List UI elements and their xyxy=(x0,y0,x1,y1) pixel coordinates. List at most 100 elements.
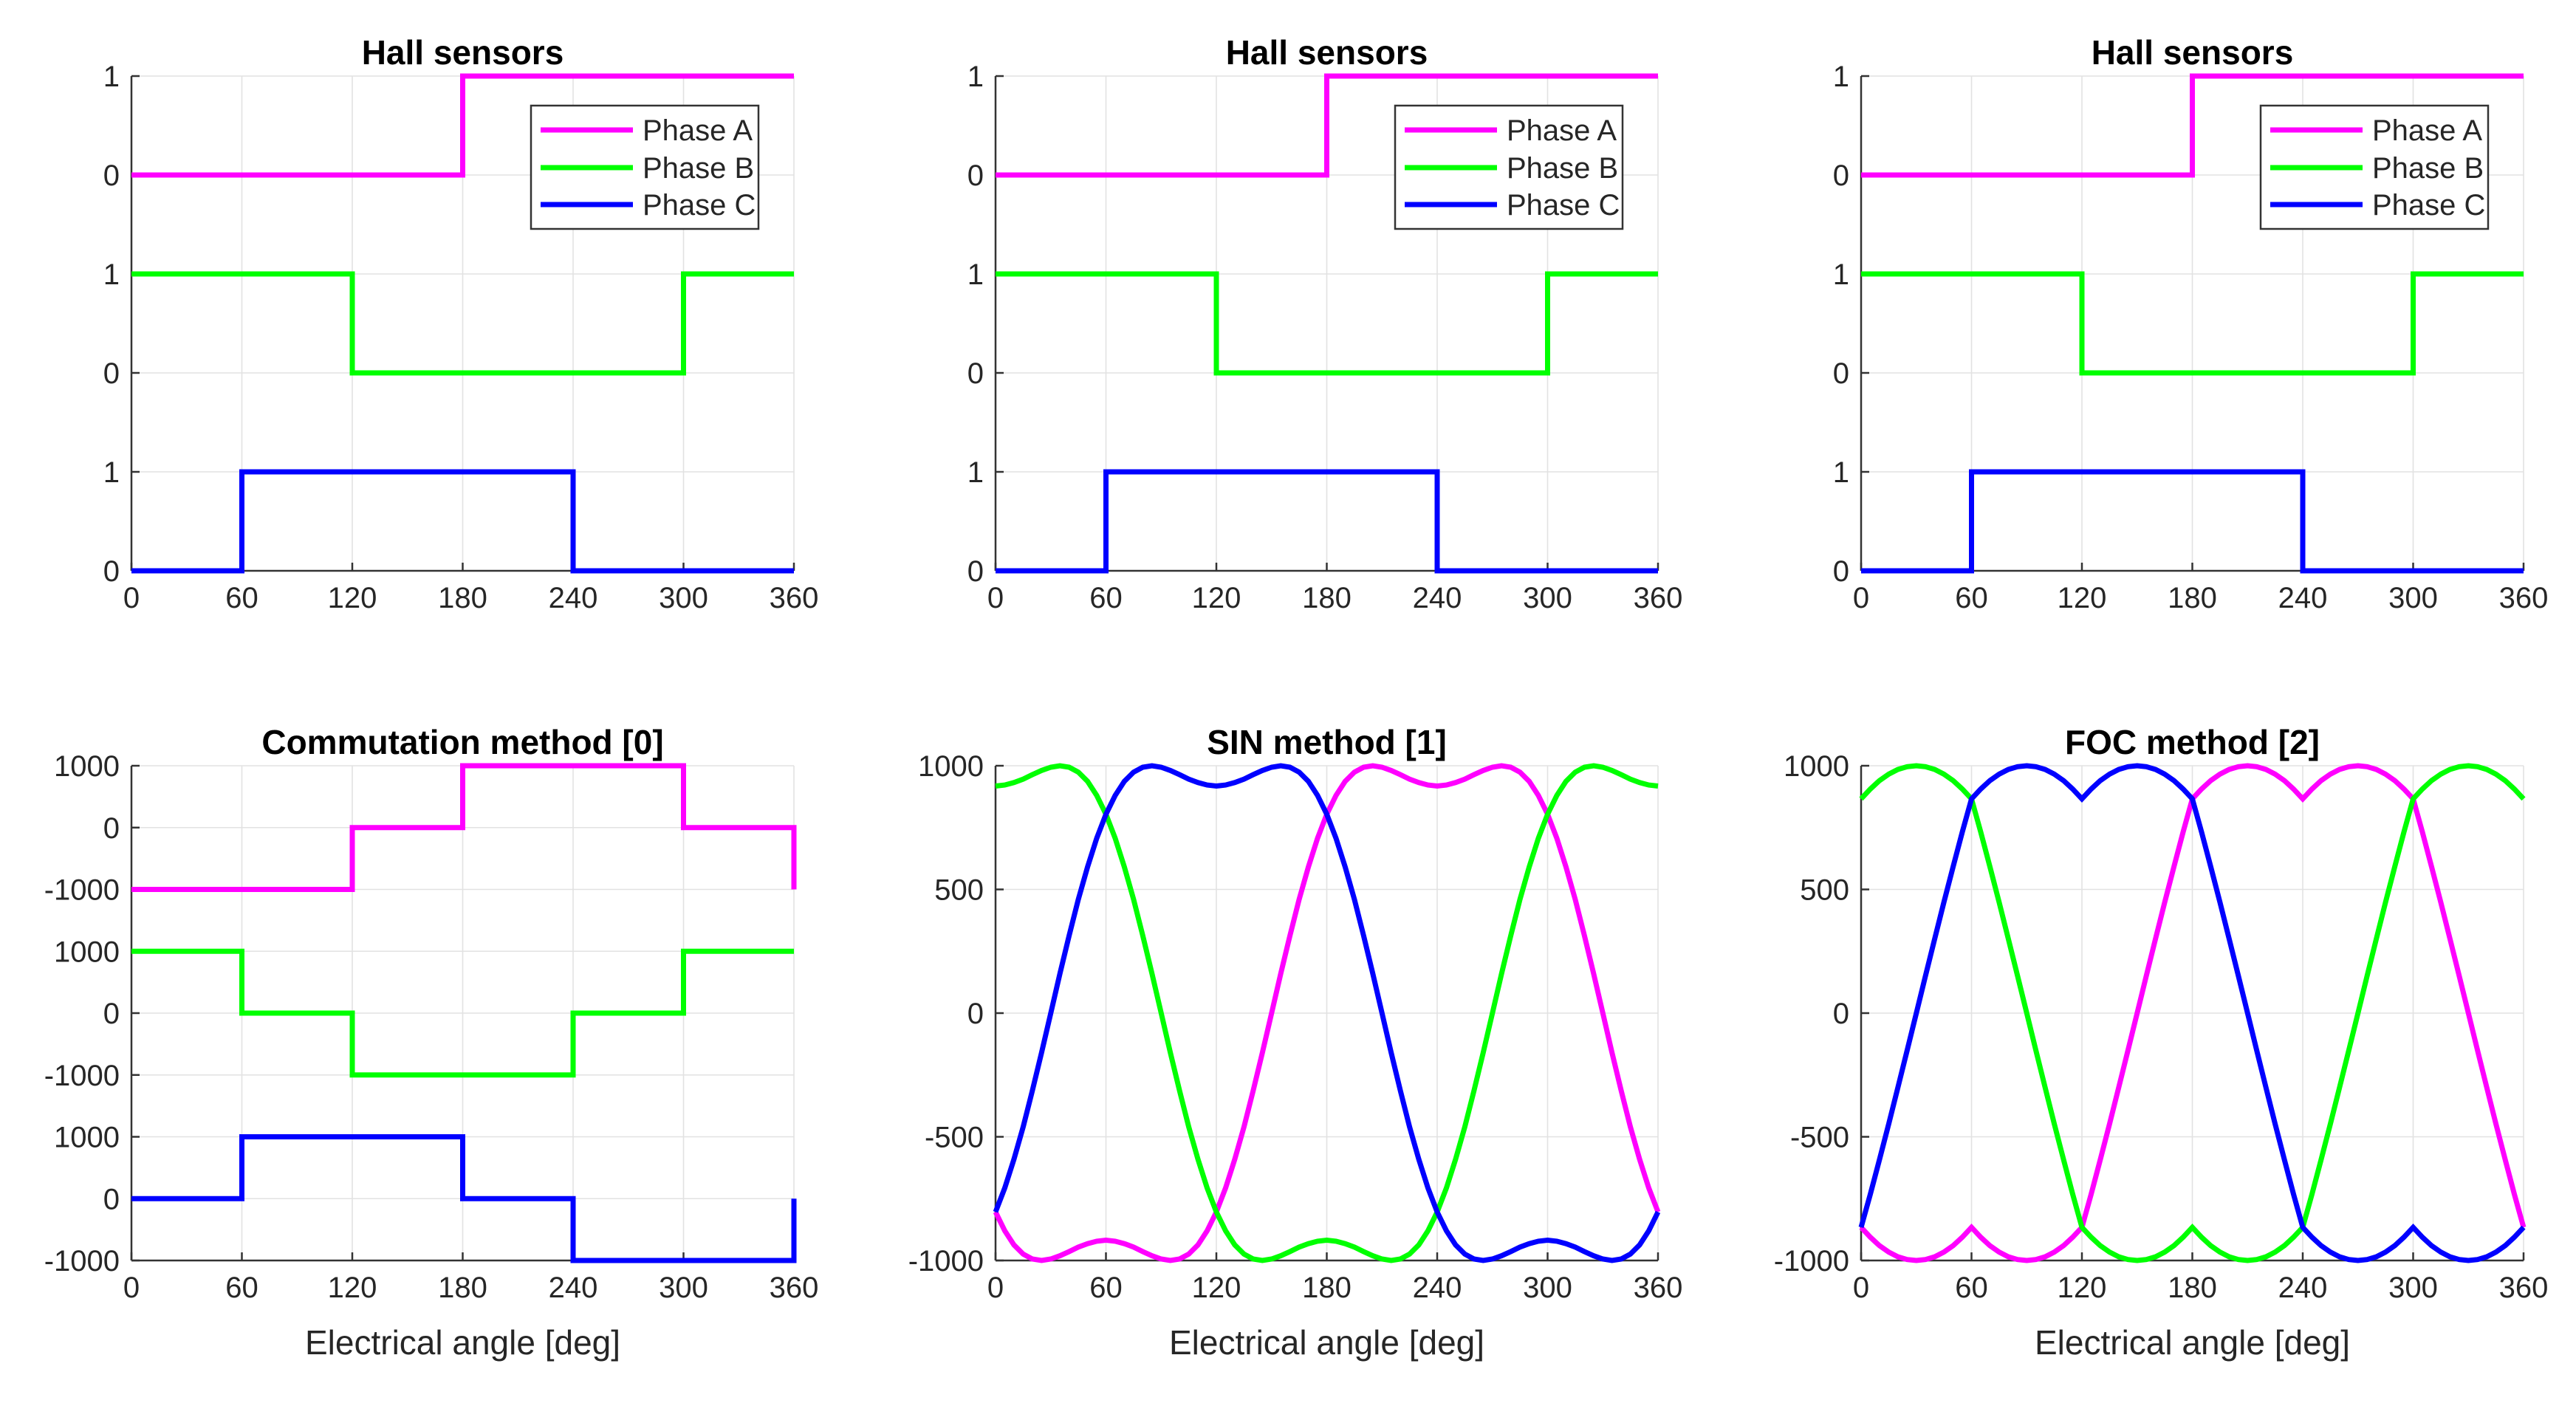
y-tick-label: -500 xyxy=(925,1122,984,1154)
hall-right-phase-c-line xyxy=(1861,469,2524,574)
x-tick-label: 240 xyxy=(1413,1272,1462,1304)
y-tick-label: 500 xyxy=(1800,874,1849,907)
commutation-phase-a-line xyxy=(131,763,797,892)
y-tick-label: 0 xyxy=(1833,555,1849,588)
legend-phase-c-label: Phase C xyxy=(1507,189,1620,222)
legend-phase-b-label: Phase B xyxy=(1507,152,1618,185)
y-tick-label: 500 xyxy=(934,874,984,907)
x-tick-label: 180 xyxy=(438,1272,487,1304)
y-tick-label: 1000 xyxy=(1784,750,1849,783)
legend-phase-c-label: Phase C xyxy=(2372,189,2485,222)
sin-phase-c-line xyxy=(993,763,1661,1263)
y-tick-label: 1 xyxy=(967,258,984,291)
y-tick-label: 0 xyxy=(103,555,120,588)
hall-left-title: Hall sensors xyxy=(362,33,564,72)
y-tick-label: 0 xyxy=(1833,357,1849,390)
x-tick-label: 60 xyxy=(1955,1272,1988,1304)
y-tick-label: 1000 xyxy=(54,936,120,968)
x-tick-label: 300 xyxy=(659,582,708,614)
subplot-foc: FOC method [2] 0 60 120 180 240 300 360 -1000 -50… xyxy=(1774,723,2549,1362)
y-tick-label: 0 xyxy=(103,357,120,390)
x-tick-label: 240 xyxy=(2278,582,2328,614)
y-tick-label: 1000 xyxy=(54,750,120,783)
x-tick-label: 300 xyxy=(1523,1272,1572,1304)
x-tick-label: 360 xyxy=(1634,1272,1683,1304)
y-tick-label: 1 xyxy=(1833,61,1849,93)
foc-title: FOC method [2] xyxy=(2065,723,2320,761)
x-tick-label: 120 xyxy=(1192,582,1241,614)
commutation-phase-c-line xyxy=(131,1134,797,1263)
y-tick-label: 0 xyxy=(103,812,120,845)
subplot-hall-right: Hall sensors 0 60 120 180 240 300 360 0 1 0 1 0 1 Phas… xyxy=(1833,33,2549,614)
x-tick-label: 60 xyxy=(225,582,258,614)
y-tick-label: -1000 xyxy=(44,1245,120,1277)
commutation-phase-b-line xyxy=(131,948,794,1078)
x-tick-label: 0 xyxy=(987,1272,1004,1304)
hall-left-legend: Phase A Phase B Phase C xyxy=(530,104,760,230)
y-tick-label: 0 xyxy=(967,159,984,192)
y-tick-label: 0 xyxy=(967,998,984,1030)
x-tick-label: 360 xyxy=(770,582,819,614)
hall-right-phase-a-line xyxy=(1861,73,2524,178)
subplot-hall-left: Hall sensors 0 60 120 180 240 300 360 0 1 0 1 0 1 Phas… xyxy=(103,33,819,614)
y-tick-label: 0 xyxy=(967,357,984,390)
x-tick-label: 60 xyxy=(1089,1272,1123,1304)
y-tick-label: 0 xyxy=(103,998,120,1030)
commutation-title: Commutation method [0] xyxy=(261,723,663,761)
y-tick-label: 0 xyxy=(1833,998,1849,1030)
x-tick-label: 0 xyxy=(123,582,140,614)
y-tick-label: 0 xyxy=(967,555,984,588)
hall-right-phase-b-line xyxy=(1861,271,2524,376)
x-tick-label: 360 xyxy=(2499,582,2549,614)
y-tick-label: 1 xyxy=(103,61,120,93)
x-tick-label: 120 xyxy=(328,1272,377,1304)
x-tick-label: 60 xyxy=(225,1272,258,1304)
x-tick-label: 180 xyxy=(1302,582,1352,614)
x-tick-label: 120 xyxy=(2058,582,2107,614)
y-tick-label: 0 xyxy=(103,159,120,192)
x-tick-label: 120 xyxy=(1192,1272,1241,1304)
y-tick-label: 0 xyxy=(1833,159,1849,192)
hall-right-title: Hall sensors xyxy=(2092,33,2294,72)
x-tick-label: 180 xyxy=(2168,582,2217,614)
y-tick-label: 1 xyxy=(1833,258,1849,291)
x-tick-label: 60 xyxy=(1089,582,1123,614)
y-tick-label: 1 xyxy=(103,258,120,291)
x-tick-label: 300 xyxy=(2388,1272,2438,1304)
x-tick-label: 120 xyxy=(2058,1272,2107,1304)
x-tick-label: 360 xyxy=(1634,582,1683,614)
x-tick-label: 120 xyxy=(328,582,377,614)
y-tick-label: 1 xyxy=(103,456,120,489)
x-tick-label: 0 xyxy=(987,582,1004,614)
x-tick-label: 240 xyxy=(1413,582,1462,614)
legend-phase-a-label: Phase A xyxy=(2372,114,2482,147)
x-tick-label: 360 xyxy=(2499,1272,2549,1304)
x-tick-label: 360 xyxy=(770,1272,819,1304)
subplot-hall-middle: Hall sensors 0 60 120 180 240 300 360 0 1 0 1 0 1 Phas… xyxy=(967,33,1683,614)
sin-xlabel: Electrical angle [deg] xyxy=(1169,1323,1484,1362)
subplot-commutation: Commutation method [0] 0 60 120 180 240 300 360… xyxy=(44,723,819,1362)
legend-phase-a-label: Phase A xyxy=(1507,114,1617,147)
sin-title: SIN method [1] xyxy=(1207,723,1447,761)
hall-middle-phase-c-line xyxy=(996,469,1658,574)
legend-phase-a-label: Phase A xyxy=(643,114,753,147)
x-tick-label: 240 xyxy=(2278,1272,2328,1304)
x-tick-label: 0 xyxy=(123,1272,140,1304)
y-tick-label: 1 xyxy=(1833,456,1849,489)
hall-middle-legend: Phase A Phase B Phase C xyxy=(1394,104,1624,230)
hall-left-phase-a-line xyxy=(131,73,794,178)
foc-xlabel: Electrical angle [deg] xyxy=(2035,1323,2350,1362)
x-tick-label: 180 xyxy=(2168,1272,2217,1304)
x-tick-label: 240 xyxy=(549,1272,598,1304)
hall-right-legend: Phase A Phase B Phase C xyxy=(2259,104,2490,230)
x-tick-label: 0 xyxy=(1853,1272,1869,1304)
foc-phase-c-line xyxy=(1858,763,2526,1263)
y-tick-label: -1000 xyxy=(44,874,120,907)
hall-left-phase-b-line xyxy=(131,271,794,376)
x-tick-label: 300 xyxy=(659,1272,708,1304)
x-tick-label: 300 xyxy=(2388,582,2438,614)
hall-middle-phase-a-line xyxy=(996,73,1658,178)
y-tick-label: 1000 xyxy=(54,1122,120,1154)
